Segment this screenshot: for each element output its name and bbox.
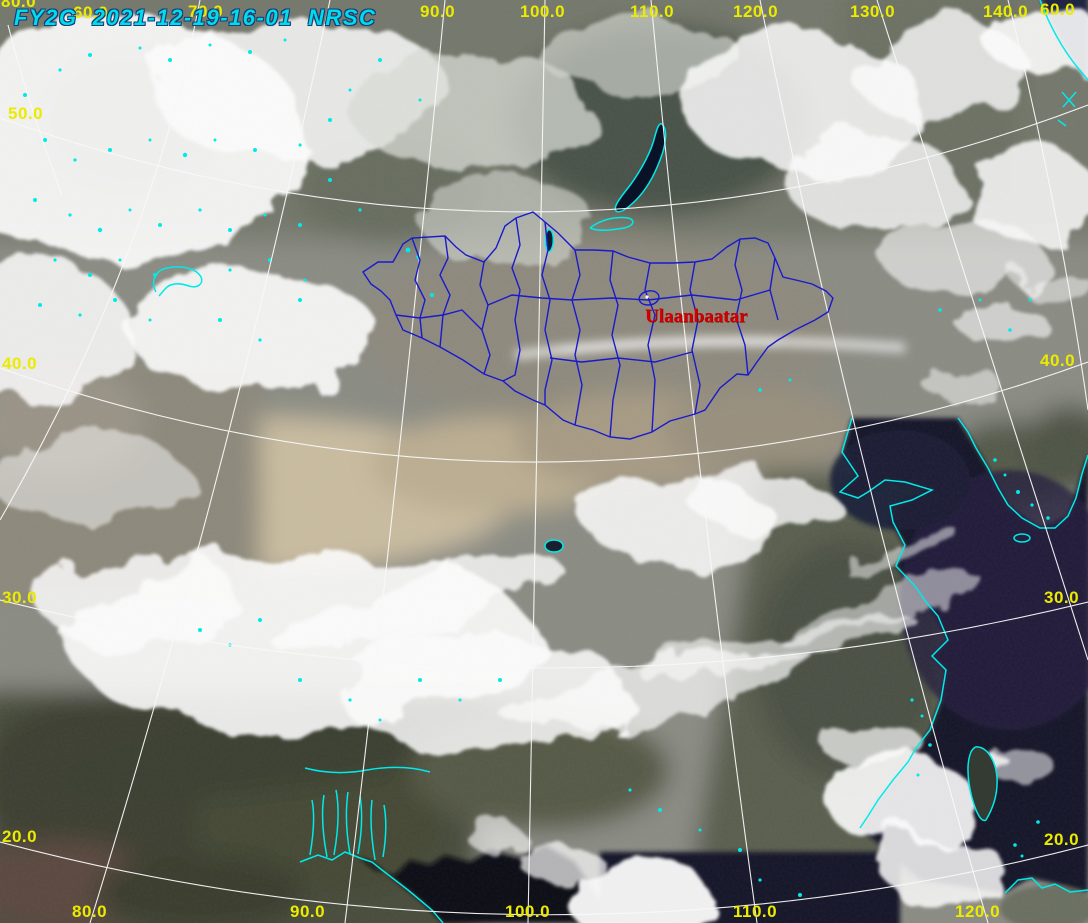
lon-label-top: 70.0 (188, 2, 224, 21)
lat-label-left: 30.0 (2, 588, 38, 607)
river-squiggle-ne-mongolia (589, 216, 634, 232)
lon-label-top: 60.0 (73, 3, 109, 22)
lon-label-top: 120.0 (733, 2, 779, 21)
meridian-110e (650, 0, 758, 923)
lon-label-top: 140.0 (983, 2, 1029, 21)
province-border-9 (689, 261, 701, 415)
korea-coastline (957, 417, 1088, 529)
lon-label-top: 110.0 (630, 2, 675, 21)
taiwan-island (967, 746, 998, 822)
bengal-coastline (299, 851, 444, 923)
parallel-20n (0, 841, 1088, 916)
province-border-10 (734, 238, 749, 376)
lon-label-bottom: 90.0 (290, 902, 326, 921)
lon-label-top: 130.0 (850, 2, 896, 21)
delta-rivers (304, 766, 431, 861)
island-marks-ne (1057, 91, 1077, 127)
province-border-7 (609, 250, 621, 438)
lat-label-top-right: 60.0 (1040, 0, 1076, 19)
lat-label-right: 40.0 (1040, 351, 1076, 370)
lon-label-top: 90.0 (420, 2, 456, 21)
meridian-130e (876, 0, 1088, 661)
lat-label-right: 20.0 (1044, 830, 1080, 849)
province-border-2 (439, 235, 451, 348)
parallel-50n (0, 104, 1088, 213)
lon-label-top: 80.0 (1, 0, 37, 11)
meridian-70e (0, 0, 201, 521)
meridian-80e (89, 0, 331, 923)
lon-label-bottom: 100.0 (505, 902, 551, 921)
province-border-1 (411, 237, 426, 339)
china-coastline (838, 417, 949, 829)
meridian-140e (1007, 0, 1088, 411)
qinghai-lake (544, 539, 564, 553)
meridian-90e (344, 0, 446, 923)
province-border-13 (487, 289, 771, 306)
lake-baikal (614, 123, 667, 213)
province-border-3 (479, 261, 491, 375)
meridian-100e (527, 0, 546, 923)
mongolia-outer-border (362, 211, 834, 440)
lat-label-left: 40.0 (2, 354, 38, 373)
province-border-8 (644, 262, 656, 433)
lon-label-bottom: 110.0 (733, 902, 778, 921)
province-border-4 (502, 217, 521, 382)
lon-label-bottom: 120.0 (955, 902, 1001, 921)
meridian-60e-limb (7, 24, 63, 196)
jeju-island (1013, 533, 1031, 543)
ulaanbaatar-city-border (638, 290, 660, 306)
lon-label-bottom: 80.0 (72, 902, 108, 921)
meridian-120e (759, 0, 989, 923)
province-border-6 (571, 249, 583, 426)
lat-label-right: 30.0 (1044, 588, 1080, 607)
horseshoe-lake (152, 266, 203, 297)
mongolia-border-layer (362, 211, 834, 440)
province-border-12 (395, 309, 483, 331)
parallel-40n (0, 361, 1088, 463)
lat-label-left: 50.0 (8, 104, 44, 123)
province-border-5 (541, 221, 553, 405)
parallel-30n (0, 599, 1088, 669)
lat-label-left: 20.0 (2, 827, 38, 846)
city-label-ulaanbaatar: Ulaanbaatar (645, 306, 748, 327)
image-title: FY2G 2021-12-19-16-01 NRSC (14, 5, 377, 30)
ulaanbaatar-city-dot (645, 295, 649, 299)
lon-label-top: 100.0 (520, 2, 566, 21)
sea-of-japan-coast (1039, 0, 1088, 81)
coastline-layer (152, 0, 1088, 923)
cloud-streak (514, 336, 906, 360)
luzon-coastline (1004, 877, 1088, 894)
province-border-14 (549, 351, 693, 363)
